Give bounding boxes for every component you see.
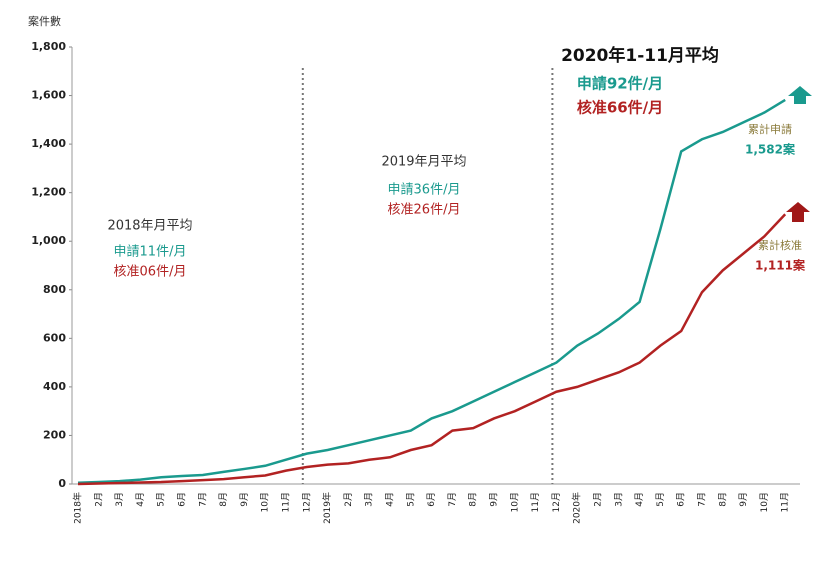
annotation: 核准66件/月 xyxy=(577,99,663,117)
x-tick-label: 10月 xyxy=(509,492,520,512)
legend-label: 累計申請 xyxy=(748,122,792,136)
x-tick-label: 8月 xyxy=(717,492,728,507)
annotation: 1,111案 xyxy=(755,258,806,273)
y-tick-label: 1,000 xyxy=(31,234,66,247)
x-tick-label: 5月 xyxy=(156,492,167,507)
arrow-icon xyxy=(788,86,812,104)
line-series xyxy=(77,98,786,485)
annotation: 申請11件/月 xyxy=(114,245,187,260)
y-tick-label: 400 xyxy=(43,380,66,393)
line-series xyxy=(77,213,787,486)
x-tick-label: 9月 xyxy=(738,492,749,507)
y-tick-label: 600 xyxy=(43,331,66,344)
x-tick-label: 3月 xyxy=(114,492,125,507)
x-tick-label: 12月 xyxy=(301,492,312,512)
x-tick-label: 2月 xyxy=(343,492,354,507)
y-tick-label: 1,400 xyxy=(31,137,66,150)
annotation: 2020年1-11月平均 xyxy=(561,45,719,66)
y-tick-label: 1,600 xyxy=(31,89,66,102)
x-tick-label: 6月 xyxy=(177,492,188,507)
legend-label: 累計核准 xyxy=(758,238,802,252)
y-tick-label: 1,200 xyxy=(31,186,66,199)
x-tick-label: 12月 xyxy=(551,492,562,512)
x-tick-label: 11月 xyxy=(780,492,791,512)
annotation: 核准26件/月 xyxy=(388,203,461,218)
x-tick-label: 5月 xyxy=(405,492,416,507)
x-tick-label: 6月 xyxy=(676,492,687,507)
annotation: 1,582案 xyxy=(745,142,796,157)
x-tick-label: 2019年 xyxy=(321,492,333,524)
annotation: 2018年月平均 xyxy=(107,219,192,234)
x-tick-label: 2月 xyxy=(93,492,104,507)
x-tick-label: 4月 xyxy=(634,492,645,507)
x-tick-label: 3月 xyxy=(613,492,624,507)
x-tick-label: 2018年 xyxy=(72,492,84,524)
x-tick-label: 7月 xyxy=(697,492,708,507)
x-tick-label: 10月 xyxy=(759,492,770,512)
x-tick-label: 11月 xyxy=(530,492,541,512)
x-tick-label: 8月 xyxy=(468,492,479,507)
annotation: 2019年月平均 xyxy=(381,155,466,170)
x-tick-label: 6月 xyxy=(426,492,437,507)
x-tick-label: 2月 xyxy=(593,492,604,507)
x-tick-label: 9月 xyxy=(489,492,500,507)
y-tick-label: 1,800 xyxy=(31,40,66,53)
annotation: 申請36件/月 xyxy=(388,183,461,198)
y-tick-label: 200 xyxy=(43,428,66,441)
x-tick-label: 10月 xyxy=(260,492,271,512)
x-tick-label: 9月 xyxy=(239,492,250,507)
annotation: 申請92件/月 xyxy=(577,75,663,93)
x-tick-label: 11月 xyxy=(281,492,292,512)
x-tick-label: 7月 xyxy=(447,492,458,507)
x-tick-label: 3月 xyxy=(364,492,375,507)
y-tick-label: 800 xyxy=(43,283,66,296)
x-tick-label: 5月 xyxy=(655,492,666,507)
y-axis-label: 案件數 xyxy=(28,14,61,28)
y-tick-label: 0 xyxy=(58,477,66,490)
annotation: 核准06件/月 xyxy=(114,265,187,280)
arrow-icon xyxy=(786,202,810,222)
x-tick-label: 4月 xyxy=(385,492,396,507)
x-tick-label: 4月 xyxy=(135,492,146,507)
x-tick-label: 7月 xyxy=(197,492,208,507)
x-tick-label: 8月 xyxy=(218,492,229,507)
x-tick-label: 2020年 xyxy=(571,492,583,524)
